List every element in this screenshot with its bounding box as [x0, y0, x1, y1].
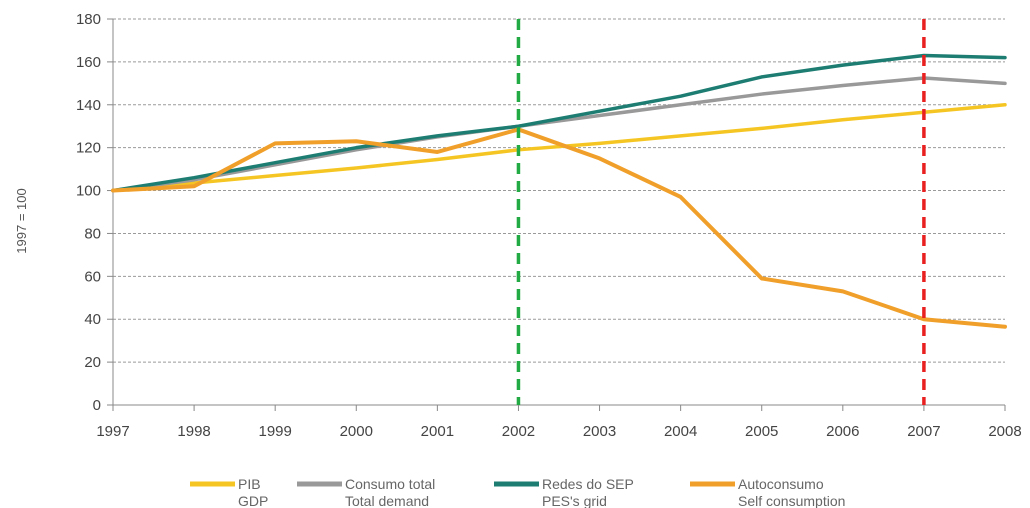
legend-sublabel-3: PES's grid	[542, 493, 607, 508]
x-tick-label-2005: 2005	[745, 423, 778, 440]
series-line-4	[111, 127, 1007, 329]
y-axis-ticks: 0 20 40 60 80 100 120 140 160 180	[76, 11, 113, 414]
x-tick-label-2001: 2001	[421, 423, 454, 440]
y-tick-label-0: 0	[93, 397, 101, 414]
series-lines	[111, 53, 1007, 329]
series-line-1	[111, 103, 1007, 193]
y-tick-label-60: 60	[84, 268, 101, 285]
reference-lines	[516, 19, 926, 405]
x-tick-label-2000: 2000	[340, 423, 373, 440]
y-tick-label-20: 20	[84, 354, 101, 371]
legend-sublabel-1: GDP	[238, 493, 268, 508]
y-tick-label-140: 140	[76, 97, 101, 114]
legend-label-4: Autoconsumo	[738, 476, 824, 492]
x-tick-label-2004: 2004	[664, 423, 697, 440]
legend-sublabel-2: Total demand	[345, 493, 429, 508]
x-tick-label-1998: 1998	[177, 423, 210, 440]
series-line-3	[111, 53, 1007, 193]
x-tick-label-2006: 2006	[826, 423, 859, 440]
y-tick-label-100: 100	[76, 183, 101, 200]
legend-label-3: Redes do SEP	[542, 476, 634, 492]
y-tick-label-40: 40	[84, 311, 101, 328]
y-tick-label-120: 120	[76, 140, 101, 157]
x-tick-label-2002: 2002	[502, 423, 535, 440]
x-tick-label-2008: 2008	[988, 423, 1021, 440]
gridlines	[113, 18, 1005, 363]
y-axis-label: 1997 = 100	[14, 188, 29, 253]
legend-sublabel-4: Self consumption	[738, 493, 845, 508]
x-axis-ticks: 1997 1998 1999 2000 2001 2002 2003 2004 2005 2006…	[96, 405, 1022, 440]
y-tick-label-180: 180	[76, 11, 101, 28]
x-tick-label-1999: 1999	[258, 423, 291, 440]
series-line-2	[111, 76, 1007, 193]
y-tick-label-160: 160	[76, 54, 101, 71]
legend-label-2: Consumo total	[345, 476, 435, 492]
legend-label-1: PIB	[238, 476, 261, 492]
x-tick-label-1997: 1997	[96, 423, 129, 440]
x-tick-label-2003: 2003	[583, 423, 616, 440]
x-tick-label-2007: 2007	[907, 423, 940, 440]
y-tick-label-80: 80	[84, 225, 101, 242]
